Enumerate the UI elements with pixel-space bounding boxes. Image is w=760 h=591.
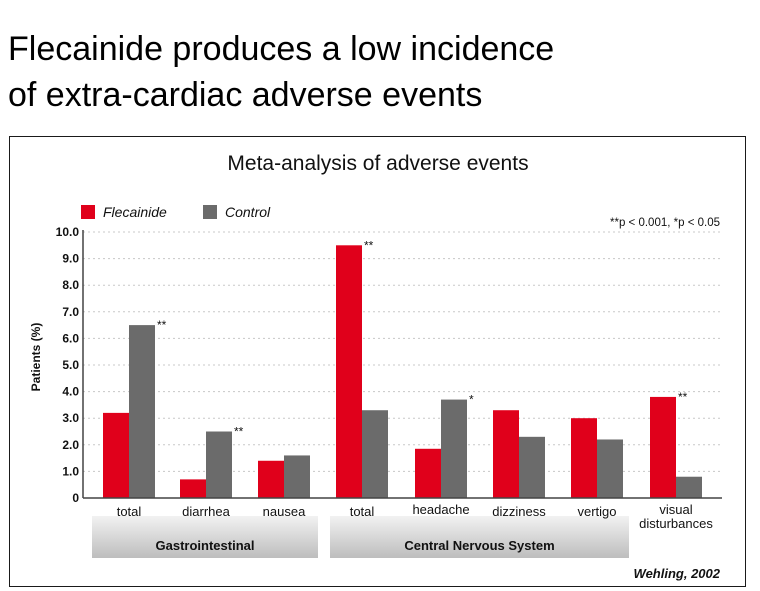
significance-mark: * bbox=[469, 393, 474, 407]
group-band bbox=[92, 516, 318, 558]
x-tick-label: diarrhea bbox=[182, 504, 230, 519]
y-tick-label: 4.0 bbox=[62, 385, 79, 399]
slide-title: Flecainide produces a low incidence of e… bbox=[8, 26, 748, 118]
legend-label-flecainide: Flecainide bbox=[103, 204, 167, 220]
chart-panel bbox=[9, 136, 746, 587]
bar-control bbox=[284, 455, 310, 498]
y-tick-label: 2.0 bbox=[62, 438, 79, 452]
x-tick-label: dizziness bbox=[492, 504, 546, 519]
significance-mark: ** bbox=[678, 390, 688, 404]
x-tick-label: headache bbox=[412, 502, 469, 517]
bar-flecainide bbox=[650, 396, 676, 498]
significance-mark: ** bbox=[157, 318, 167, 332]
y-axis-label: Patients (%) bbox=[29, 323, 43, 392]
bar-control bbox=[206, 431, 232, 498]
x-tick-label: vertigo bbox=[577, 504, 616, 519]
group-label: Central Nervous System bbox=[404, 538, 554, 553]
x-tick-label: visual disturbances bbox=[639, 502, 713, 531]
legend-swatch-control bbox=[203, 205, 217, 219]
group-band bbox=[330, 516, 629, 558]
group-label: Gastrointestinal bbox=[156, 538, 255, 553]
y-tick-label: 5.0 bbox=[62, 358, 79, 372]
bar-control bbox=[441, 399, 467, 498]
legend-label-control: Control bbox=[225, 204, 271, 220]
significance-marks: ******* ** bbox=[157, 238, 688, 438]
bar-flecainide bbox=[180, 479, 206, 498]
y-tick-label: 8.0 bbox=[62, 278, 79, 292]
y-tick-label: 9.0 bbox=[62, 252, 79, 266]
significance-mark: ** bbox=[364, 238, 374, 252]
y-tick-label: 7.0 bbox=[62, 305, 79, 319]
bar-control bbox=[676, 476, 702, 498]
bar-flecainide bbox=[258, 460, 284, 498]
significance-note: **p < 0.001, *p < 0.05 bbox=[610, 217, 720, 229]
bar-flecainide bbox=[493, 410, 519, 498]
bar-control bbox=[519, 436, 545, 498]
bar-flecainide bbox=[571, 418, 597, 498]
legend-swatch-flecainide bbox=[81, 205, 95, 219]
x-tick-label: total bbox=[350, 504, 375, 519]
bars bbox=[103, 245, 702, 498]
category-groups: Gastrointestinal Central Nervous System bbox=[92, 516, 629, 558]
x-tick-label: nausea bbox=[263, 504, 306, 519]
bar-flecainide bbox=[336, 245, 362, 498]
source-citation: Wehling, 2002 bbox=[634, 566, 721, 581]
significance-mark: ** bbox=[234, 425, 244, 439]
x-tick-label: total bbox=[117, 504, 142, 519]
y-axis-ticks: 0 1.0 2.0 3.0 4.0 5.0 6.0 7.0 8.0 9.0 10.0 bbox=[56, 225, 80, 505]
y-tick-label: 0 bbox=[72, 491, 79, 505]
bar-control bbox=[129, 325, 155, 498]
x-axis-categories: total diarrhea nausea total headache dizzines… bbox=[117, 502, 714, 531]
bar-flecainide bbox=[103, 412, 129, 498]
bar-control bbox=[597, 439, 623, 498]
slide-title-line-1: Flecainide produces a low incidence bbox=[8, 30, 555, 68]
y-tick-label: 3.0 bbox=[62, 411, 79, 425]
bar-flecainide bbox=[415, 448, 441, 498]
bar-control bbox=[362, 410, 388, 498]
gridlines bbox=[83, 231, 720, 472]
y-tick-label: 6.0 bbox=[62, 331, 79, 345]
y-tick-label: 10.0 bbox=[56, 225, 80, 239]
y-tick-label: 1.0 bbox=[62, 464, 79, 478]
chart-title: Meta-analysis of adverse events bbox=[227, 152, 528, 175]
slide-title-line-2: of extra-cardiac adverse events bbox=[8, 76, 483, 114]
